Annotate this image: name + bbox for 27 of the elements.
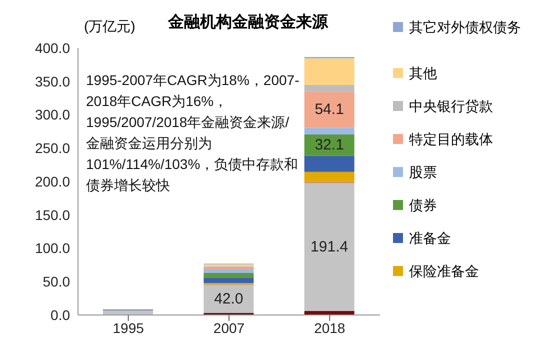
y-tick-label: 350.0	[34, 73, 70, 90]
legend-label: 其他	[409, 64, 438, 82]
y-tick-label: 100.0	[34, 240, 70, 256]
y-tick-label: 300.0	[34, 106, 70, 123]
y-tick-label: 200.0	[34, 173, 70, 190]
legend-label: 准备金	[409, 229, 452, 247]
x-tick-label: 2018	[314, 320, 346, 336]
annotation: 1995-2007年CAGR为18%，2007-2018年CAGR为16%，1995/2007/2018年金融资金来源/金融资金运用分别为101%/114%/103%，负债中存款和债券增长较快	[86, 71, 300, 195]
x-tick-label: 1995	[112, 320, 144, 336]
legend-label: 中央银行贷款	[409, 97, 494, 115]
chart-title: 金融机构金融资金来源	[168, 12, 328, 33]
data-label: 54.1	[314, 101, 344, 118]
y-tick-label: 150.0	[34, 206, 70, 223]
legend-label: 债券	[409, 196, 438, 214]
data-label: 32.1	[314, 136, 344, 154]
legend-label: 特定目的载体	[409, 130, 494, 148]
y-tick-label: 400.0	[34, 40, 70, 56]
y-tick-label: 0.0	[50, 306, 70, 323]
legend-label: 保险准备金	[409, 262, 480, 280]
data-label: 191.4	[310, 238, 348, 256]
y-axis-title: (万亿元)	[84, 18, 136, 36]
y-tick-label: 50.0	[42, 274, 70, 290]
y-tick-label: 250.0	[34, 140, 70, 156]
x-tick-label: 2007	[213, 320, 245, 336]
legend-label: 其它对外债权债务	[409, 18, 522, 36]
data-label: 42.0	[214, 290, 244, 308]
legend-label: 股票	[409, 163, 438, 181]
